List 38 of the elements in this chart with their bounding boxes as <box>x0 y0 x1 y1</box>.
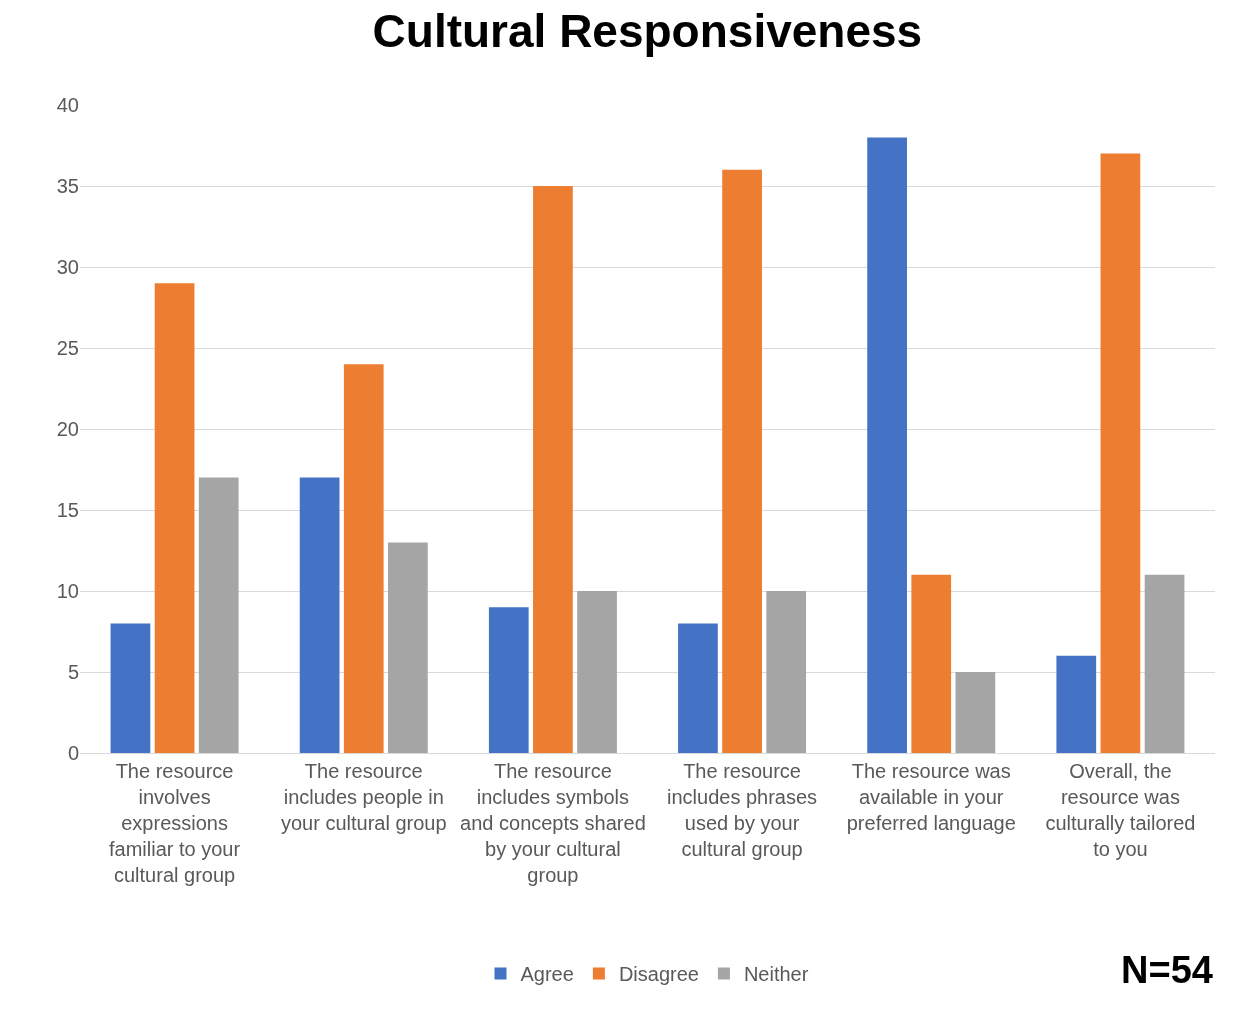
x-tick-label: The resource includes people in your cultural group <box>280 760 447 834</box>
bar <box>533 186 573 753</box>
y-tick-label: 30 <box>56 256 79 278</box>
y-tick-label: 15 <box>56 499 79 521</box>
bar <box>678 623 718 753</box>
bar <box>488 607 529 753</box>
y-tick-label: 35 <box>56 175 79 197</box>
bar <box>577 591 617 753</box>
bar <box>343 364 384 753</box>
bar <box>867 137 907 753</box>
bar <box>955 672 996 753</box>
legend-label: Agree <box>520 963 574 986</box>
y-tick-label: 5 <box>67 661 79 683</box>
bar <box>299 477 340 753</box>
x-tick-label: The resource includes phrases used by your cultural group <box>667 760 818 860</box>
bar <box>1100 153 1141 753</box>
y-tick-label: 10 <box>56 580 79 602</box>
bar <box>1144 574 1185 753</box>
x-tick-label: The resource includes symbols and concepts shared by your cultural group <box>460 760 646 886</box>
bar <box>110 623 151 753</box>
text: N=54 <box>1121 949 1213 991</box>
y-tick-label: 40 <box>56 94 79 116</box>
legend-label: Neither <box>743 963 809 986</box>
bar <box>154 283 195 753</box>
bar <box>388 542 428 753</box>
chart-title: Cultural Responsiveness <box>372 5 923 58</box>
y-tick-label: 0 <box>67 742 79 764</box>
bar <box>766 591 807 753</box>
bar <box>1056 655 1097 753</box>
bar <box>722 169 762 753</box>
y-tick-label: 25 <box>56 337 79 359</box>
x-tick-label: The resource involves expressions familiar to your cultural group <box>109 760 241 886</box>
y-tick-label: 20 <box>56 418 79 440</box>
x-tick-label: The resource was available in your preferred language <box>846 760 1016 834</box>
bar <box>911 574 952 753</box>
x-tick-label: Overall, the resource was culturally tailored to you <box>1045 760 1196 860</box>
bar <box>198 477 239 753</box>
legend-label: Disagree <box>618 963 699 986</box>
